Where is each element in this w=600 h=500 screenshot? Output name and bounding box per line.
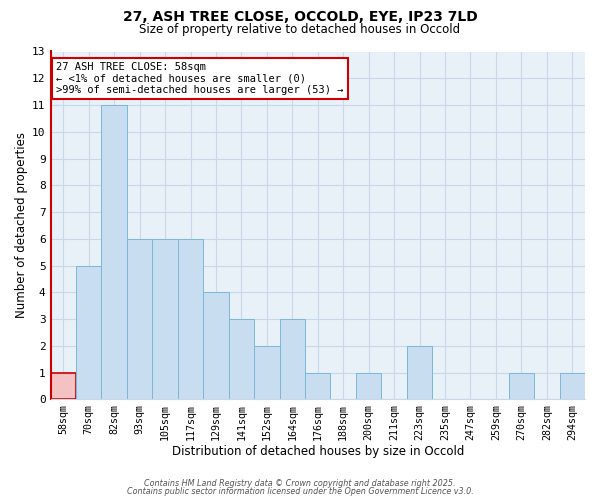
Bar	[356, 372, 382, 400]
Text: Contains HM Land Registry data © Crown copyright and database right 2025.: Contains HM Land Registry data © Crown c…	[144, 478, 456, 488]
X-axis label: Distribution of detached houses by size in Occold: Distribution of detached houses by size …	[172, 444, 464, 458]
Bar	[560, 372, 585, 400]
Y-axis label: Number of detached properties: Number of detached properties	[15, 132, 28, 318]
Text: 27 ASH TREE CLOSE: 58sqm
← <1% of detached houses are smaller (0)
>99% of semi-d: 27 ASH TREE CLOSE: 58sqm ← <1% of detach…	[56, 62, 343, 95]
Text: 27, ASH TREE CLOSE, OCCOLD, EYE, IP23 7LD: 27, ASH TREE CLOSE, OCCOLD, EYE, IP23 7L…	[122, 10, 478, 24]
Text: Size of property relative to detached houses in Occold: Size of property relative to detached ho…	[139, 22, 461, 36]
Bar	[254, 346, 280, 400]
Bar	[178, 239, 203, 400]
Bar	[407, 346, 432, 400]
Bar	[280, 319, 305, 400]
Bar	[76, 266, 101, 400]
Bar	[203, 292, 229, 400]
Bar	[509, 372, 534, 400]
Bar	[127, 239, 152, 400]
Text: Contains public sector information licensed under the Open Government Licence v3: Contains public sector information licen…	[127, 487, 473, 496]
Bar	[229, 319, 254, 400]
Bar	[152, 239, 178, 400]
Bar	[50, 372, 76, 400]
Bar	[305, 372, 331, 400]
Bar	[101, 105, 127, 400]
